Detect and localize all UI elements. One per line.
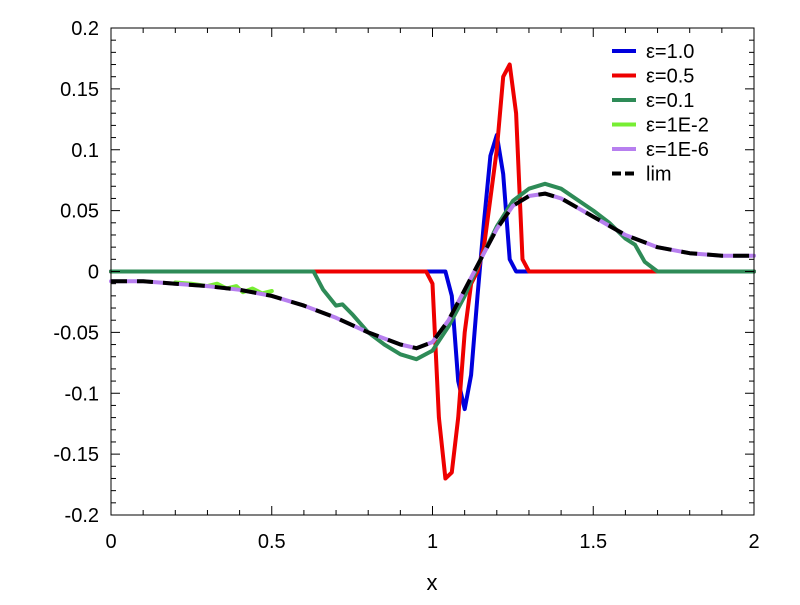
y-tick-label: -0.1 <box>65 383 99 405</box>
plot-lines <box>109 62 756 481</box>
legend-label: lim <box>646 164 672 186</box>
x-tick-label: 2 <box>748 531 759 553</box>
y-tick-label: 0.1 <box>71 140 99 162</box>
y-tick-label: -0.2 <box>65 505 99 527</box>
y-tick-label: 0 <box>88 262 99 284</box>
series-line <box>111 191 754 351</box>
y-tick-label: 0.05 <box>60 201 99 223</box>
axis-ticks <box>110 27 755 516</box>
legend-label: ε=0.1 <box>646 90 694 112</box>
legend-label: ε=1E-6 <box>646 139 709 161</box>
x-tick-label: 0.5 <box>258 531 286 553</box>
y-tick-label: 0.2 <box>71 18 99 40</box>
x-tick-label: 1.5 <box>579 531 607 553</box>
x-tick-label: 1 <box>427 531 438 553</box>
y-tick-label: 0.15 <box>60 79 99 101</box>
x-axis-label: x <box>427 570 438 595</box>
legend-label: ε=0.5 <box>646 66 694 88</box>
x-tick-label: 0 <box>105 531 116 553</box>
axis-tick-labels: 0 0.5 1 1.5 2 -0.2 -0.15 -0.1 -0.05 0 0.05 0.1 0.15 0… <box>53 18 759 553</box>
legend-label: ε=1.0 <box>646 41 694 63</box>
legend-label: ε=1E-2 <box>646 115 709 137</box>
y-tick-label: -0.15 <box>53 444 99 466</box>
y-tick-label: -0.05 <box>53 322 99 344</box>
legend: ε=1.0 ε=0.5ε=0.1 ε=1E-2ε=1E-6 lim <box>612 41 709 186</box>
